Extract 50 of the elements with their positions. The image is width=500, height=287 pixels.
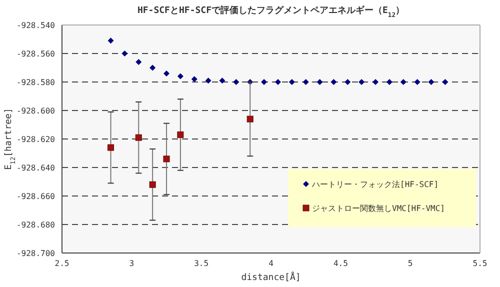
point <box>205 78 212 84</box>
x-tick-label: 3 <box>129 259 134 268</box>
point <box>164 70 170 76</box>
point <box>108 144 114 151</box>
x-tick-label: 5.5 <box>472 259 488 268</box>
point <box>316 79 323 85</box>
point <box>150 64 156 71</box>
point <box>177 131 184 138</box>
chart-title: HF-SCFとHF-SCFで評価したフラグメントペアエネルギー（E$_{12}$） <box>137 5 405 18</box>
point <box>372 79 378 85</box>
y-tick-label: -928.700 <box>16 249 56 258</box>
point <box>302 79 309 85</box>
x-tick-label: 2.5 <box>54 259 70 268</box>
point <box>386 79 392 85</box>
x-tick-label: 3.5 <box>194 259 209 268</box>
point <box>122 50 128 56</box>
point <box>358 79 365 85</box>
x-tick-label: 5 <box>408 259 413 268</box>
x-tick-label: 4.5 <box>333 259 348 268</box>
y-tick-label: -928.660 <box>16 192 56 201</box>
x-axis-title: distance[Å] <box>241 271 301 283</box>
y-tick-label: -928.640 <box>16 164 56 172</box>
point <box>108 38 114 44</box>
point <box>246 116 254 122</box>
point <box>274 79 281 85</box>
point <box>191 76 198 82</box>
point <box>177 73 184 80</box>
point <box>344 79 351 85</box>
point <box>288 79 295 85</box>
y-tick-label: -928.680 <box>16 220 56 230</box>
point <box>163 156 170 162</box>
y-tick-label: -928.560 <box>16 50 56 58</box>
y-tick-label: -928.620 <box>16 135 56 144</box>
point <box>149 181 156 188</box>
legend-label: ジャストロー関数無しVMC[HF-VMC] <box>312 204 445 213</box>
point <box>428 79 434 85</box>
point <box>261 79 268 85</box>
point <box>136 59 142 66</box>
y-tick-label: -928.600 <box>16 106 56 116</box>
point <box>330 79 337 85</box>
y-tick-label: -928.540 <box>16 21 56 30</box>
point <box>442 79 448 85</box>
point <box>400 79 406 85</box>
point <box>135 134 142 141</box>
legend-label: ハートリー・フォック法[HF-SCF] <box>311 180 439 189</box>
y-tick-label: -928.580 <box>16 78 56 87</box>
point <box>219 78 226 84</box>
point <box>233 79 240 85</box>
x-tick-label: 4 <box>268 259 274 268</box>
point <box>414 79 420 85</box>
